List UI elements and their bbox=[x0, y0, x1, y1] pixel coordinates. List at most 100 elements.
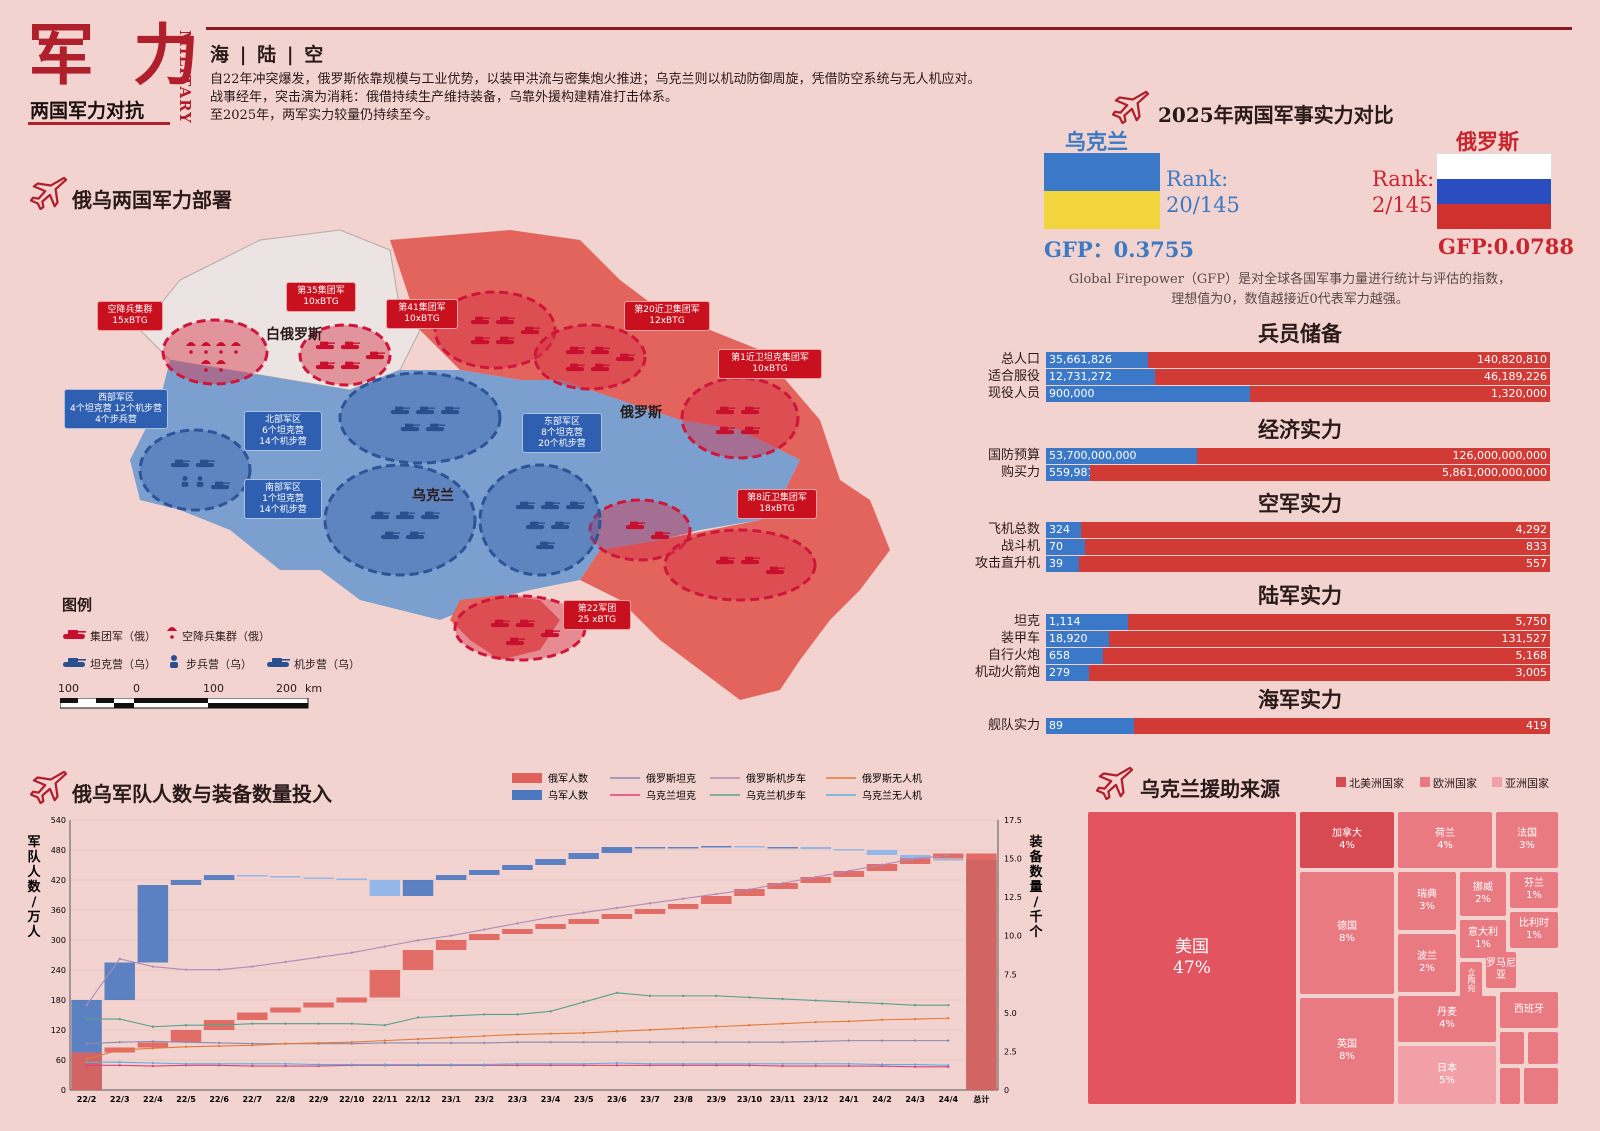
ua-troops-bar-step bbox=[634, 847, 666, 849]
ukraine-value: 12,731,272 bbox=[1046, 369, 1155, 385]
russia-value: 557 bbox=[1078, 556, 1550, 572]
series-point bbox=[151, 1061, 155, 1065]
legend-label: 乌克兰坦克 bbox=[646, 789, 696, 802]
aid-percent: 1% bbox=[1475, 939, 1491, 950]
aid-percent: 5% bbox=[1439, 1075, 1455, 1086]
russia-value: 140,820,810 bbox=[1147, 352, 1550, 368]
series-point bbox=[483, 1034, 486, 1038]
aid-cell: 荷兰 4% bbox=[1398, 812, 1492, 868]
series-point bbox=[681, 1062, 685, 1065]
comparison-bar: 900,000 1,320,000 bbox=[1046, 386, 1550, 402]
row-label: 装甲车 bbox=[1000, 631, 1040, 646]
aid-percent: 1% bbox=[1526, 890, 1542, 901]
ukraine-value: 900,000 bbox=[1046, 386, 1251, 402]
aid-country: 荷兰 bbox=[1435, 827, 1455, 839]
x-tick: 22/6 bbox=[209, 1095, 229, 1104]
y-tick-left: 540 bbox=[51, 816, 66, 825]
aid-legend-eu: 欧洲国家 bbox=[1433, 777, 1477, 790]
series-point bbox=[284, 1022, 287, 1025]
x-tick: 23/6 bbox=[607, 1095, 627, 1104]
ua-troops-bar-step bbox=[402, 880, 434, 896]
comparison-bar: 279 3,005 bbox=[1046, 665, 1550, 681]
series-point bbox=[781, 882, 784, 885]
aid-percent: 47% bbox=[1173, 958, 1211, 978]
ru-troops-bar-step bbox=[601, 914, 633, 919]
series-point bbox=[681, 897, 685, 900]
legend-ua-tank: 坦克营（乌） bbox=[90, 658, 156, 671]
series-point bbox=[350, 951, 353, 954]
series-point bbox=[582, 1000, 585, 1004]
x-tick: 24/2 bbox=[872, 1095, 892, 1104]
aid-cell: 意大利 1% bbox=[1460, 920, 1506, 958]
box-35th-army: 第35集团军 10xBTG bbox=[286, 282, 356, 312]
ru-troops-bar-step bbox=[535, 924, 566, 929]
ru-troops-bar-step bbox=[866, 864, 898, 871]
russia-value: 46,189,226 bbox=[1154, 369, 1550, 385]
series-point bbox=[317, 1041, 320, 1045]
series-point bbox=[85, 1057, 88, 1061]
series-point bbox=[913, 1003, 917, 1007]
series-point bbox=[549, 1040, 552, 1044]
series-point bbox=[184, 1040, 188, 1044]
zone-8th bbox=[588, 498, 692, 562]
series-point bbox=[85, 1042, 88, 1045]
russia-gfp: GFP:0.0788 bbox=[1438, 234, 1575, 259]
series-point bbox=[615, 906, 619, 910]
x-tick: 23/8 bbox=[673, 1095, 693, 1104]
ua-troops-bar-step bbox=[435, 875, 467, 880]
series-point bbox=[416, 939, 420, 942]
ua-troops-bar-step bbox=[601, 847, 633, 853]
x-tick: 23/9 bbox=[706, 1095, 726, 1104]
series-point bbox=[847, 1000, 851, 1004]
series-point bbox=[582, 911, 585, 914]
intro-line-3: 至2025年，两军实力较量仍持续至今。 bbox=[210, 108, 439, 123]
x-tick: 总计 bbox=[973, 1094, 989, 1104]
series-point bbox=[913, 1039, 917, 1042]
aid-country: 比利时 bbox=[1519, 917, 1549, 929]
series-point bbox=[615, 991, 619, 994]
series-point bbox=[217, 1041, 221, 1045]
series-point bbox=[85, 1017, 88, 1021]
aid-cell-small bbox=[1500, 1068, 1520, 1104]
series-point bbox=[814, 999, 817, 1002]
series-point bbox=[814, 1062, 817, 1065]
ua-troops-bar-step bbox=[667, 847, 699, 849]
ukraine-value: 70 bbox=[1046, 539, 1086, 555]
series-point bbox=[880, 863, 884, 866]
series-point bbox=[383, 945, 387, 948]
scale-unit: km bbox=[305, 682, 323, 695]
scale-label-0: 100 bbox=[58, 682, 79, 695]
x-tick: 22/10 bbox=[339, 1095, 365, 1104]
y-tick-left: 240 bbox=[51, 966, 66, 975]
ru-troops-bar-step bbox=[336, 997, 367, 1003]
ukraine-value: 35,661,826 bbox=[1046, 352, 1148, 368]
y-label-right: 量 bbox=[1029, 880, 1042, 895]
series-point bbox=[913, 1063, 917, 1066]
series-point bbox=[880, 1063, 884, 1066]
ukraine-rank: Rank: 20/145 bbox=[1166, 167, 1240, 218]
series-point bbox=[781, 997, 784, 1001]
soldier-icon bbox=[170, 655, 178, 668]
aid-percent: 4% bbox=[1439, 1019, 1455, 1030]
ua-troops-bar-step bbox=[203, 875, 235, 880]
russia-value: 126,000,000,000 bbox=[1196, 448, 1550, 464]
series-point bbox=[317, 956, 320, 959]
series-point bbox=[118, 1040, 121, 1044]
series-point bbox=[814, 1040, 817, 1043]
tank-icon bbox=[63, 630, 86, 639]
ukraine-value: 324 bbox=[1046, 522, 1082, 538]
legend-swatch bbox=[512, 790, 542, 800]
y-tick-right: 12.5 bbox=[1004, 893, 1022, 902]
zone-airborne bbox=[161, 318, 269, 386]
zone-35th bbox=[298, 323, 392, 387]
aid-percent: 1% bbox=[1526, 930, 1542, 941]
comparison-bar: 658 5,168 bbox=[1046, 648, 1550, 664]
aid-legend-asia: 亚洲国家 bbox=[1505, 777, 1549, 790]
series-point bbox=[615, 1064, 619, 1067]
series-point bbox=[681, 1027, 685, 1030]
box-22nd-corps: 第22军团 25 xBTG bbox=[563, 600, 631, 630]
series-point bbox=[715, 994, 718, 998]
aid-legend-na: 北美洲国家 bbox=[1349, 777, 1404, 790]
series-point bbox=[715, 1025, 718, 1028]
zone-20th bbox=[533, 323, 647, 391]
